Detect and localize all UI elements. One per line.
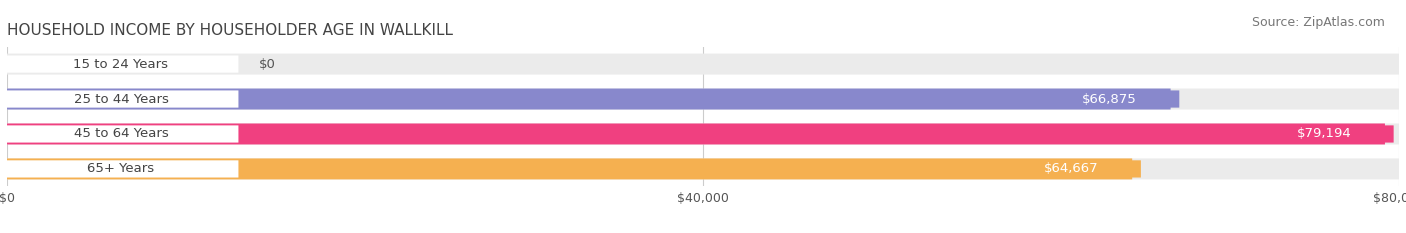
FancyBboxPatch shape bbox=[7, 89, 1399, 110]
FancyBboxPatch shape bbox=[7, 54, 1399, 75]
Text: 15 to 24 Years: 15 to 24 Years bbox=[73, 58, 169, 71]
FancyBboxPatch shape bbox=[7, 89, 1171, 110]
Text: 65+ Years: 65+ Years bbox=[87, 162, 155, 175]
FancyBboxPatch shape bbox=[4, 160, 239, 178]
FancyBboxPatch shape bbox=[1001, 160, 1140, 178]
Text: $66,875: $66,875 bbox=[1083, 93, 1137, 106]
Text: HOUSEHOLD INCOME BY HOUSEHOLDER AGE IN WALLKILL: HOUSEHOLD INCOME BY HOUSEHOLDER AGE IN W… bbox=[7, 24, 453, 38]
FancyBboxPatch shape bbox=[1254, 125, 1393, 143]
Text: $64,667: $64,667 bbox=[1045, 162, 1098, 175]
FancyBboxPatch shape bbox=[7, 158, 1399, 179]
FancyBboxPatch shape bbox=[7, 123, 1385, 144]
FancyBboxPatch shape bbox=[4, 55, 239, 73]
FancyBboxPatch shape bbox=[7, 158, 1132, 179]
Text: 25 to 44 Years: 25 to 44 Years bbox=[73, 93, 169, 106]
Text: 45 to 64 Years: 45 to 64 Years bbox=[73, 127, 169, 140]
Text: Source: ZipAtlas.com: Source: ZipAtlas.com bbox=[1251, 16, 1385, 29]
FancyBboxPatch shape bbox=[1040, 90, 1180, 108]
FancyBboxPatch shape bbox=[7, 123, 1399, 144]
FancyBboxPatch shape bbox=[4, 90, 239, 108]
FancyBboxPatch shape bbox=[4, 125, 239, 143]
Text: $0: $0 bbox=[259, 58, 276, 71]
Text: $79,194: $79,194 bbox=[1296, 127, 1351, 140]
